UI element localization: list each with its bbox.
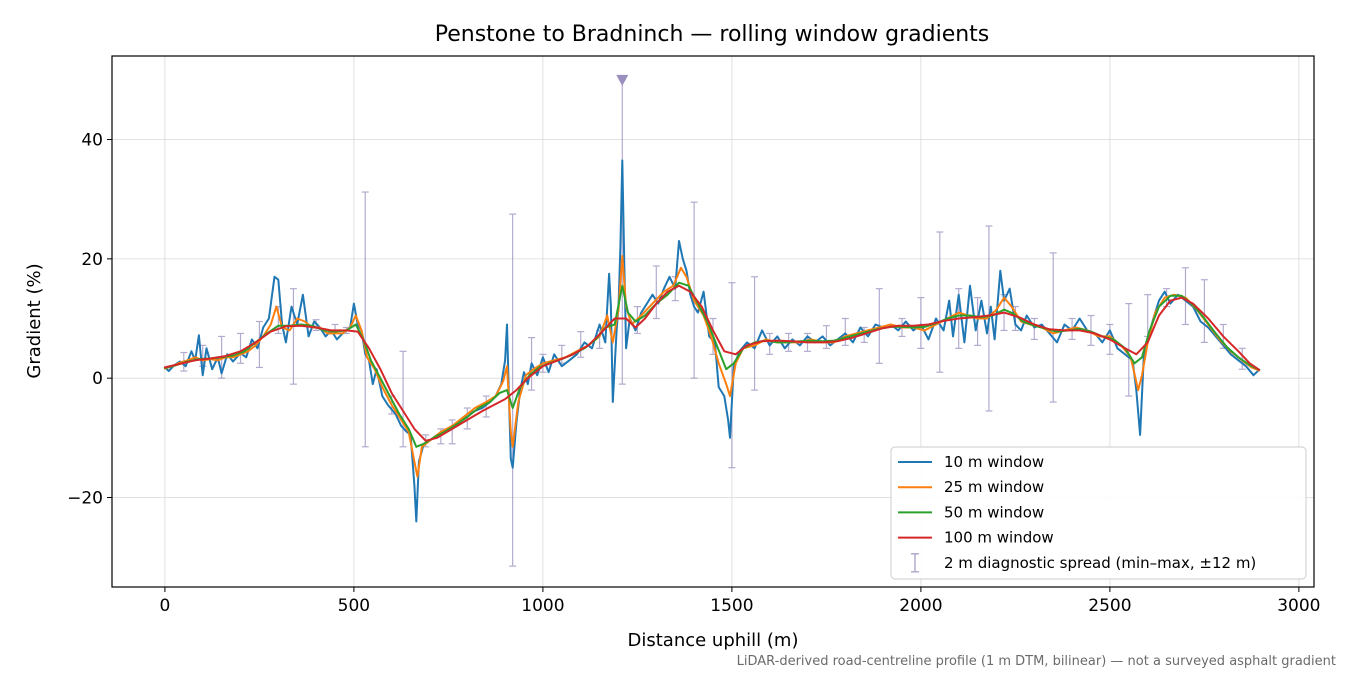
x-tick-label: 1000 [521,596,564,616]
y-tick-label: 40 [81,131,103,151]
legend: 10 m window 25 m window 50 m window 100 m w… [890,446,1307,580]
clipped-marker [616,74,629,86]
plot-frame [111,55,1315,588]
x-tick-label: 3000 [1277,596,1320,616]
footnote: LiDAR-derived road-centreline profile (1… [737,654,1336,669]
y-axis-ticks: −20 0 20 40 [67,131,112,509]
spread-bar [936,231,944,373]
x-tick-label: 2500 [1088,596,1131,616]
legend-label: 2 m diagnostic spread (min–max, ±12 m) [944,554,1256,572]
y-tick-label: −20 [67,489,103,509]
legend-label: 25 m window [944,478,1044,496]
y-tick-label: 20 [81,250,103,270]
x-axis-ticks: 0 500 1000 1500 2000 2500 3000 [160,587,1321,616]
spread-bar [463,407,471,430]
x-tick-label: 1500 [710,596,753,616]
spread-bar [751,276,759,391]
spread-bar [690,201,698,379]
legend-box [890,446,1307,580]
spread-bar [361,191,369,448]
legend-label: 100 m window [944,529,1054,547]
y-axis-label: Gradient (%) [24,263,45,378]
spread-bar [509,213,517,567]
y-tick-label: 0 [92,369,103,389]
spread-bar [728,282,736,469]
series-layer [163,159,1261,523]
spread-bar [1049,252,1057,403]
x-tick-label: 0 [160,596,171,616]
spread-bar [312,319,320,332]
spread-bar [399,350,407,448]
spread-bar [289,288,297,385]
spread-bar [1087,314,1095,346]
spread-bar [577,331,585,358]
spread-bar [652,265,660,320]
x-tick-label: 500 [338,596,370,616]
spread-bar [482,395,490,418]
spread-bar [1181,267,1189,326]
spread-bar [237,332,245,364]
x-tick-label: 2000 [899,596,942,616]
spread-bar [448,419,456,445]
legend-items: 10 m window 25 m window 50 m window 100 m w… [898,453,1256,573]
chart-title: Penstone to Bradninch — rolling window g… [435,22,990,47]
spread-bar [841,317,849,346]
spread-bar [822,325,830,349]
grid-layer [112,56,1314,587]
spread-bar [917,297,925,349]
spread-bar [1200,279,1208,343]
legend-spread-swatch [911,553,919,573]
legend-label: 10 m window [944,453,1044,471]
series-line-4 [163,284,1261,442]
legend-label: 50 m window [944,503,1044,521]
x-axis-label: Distance uphill (m) [628,630,799,651]
spread-bar [1030,317,1038,340]
